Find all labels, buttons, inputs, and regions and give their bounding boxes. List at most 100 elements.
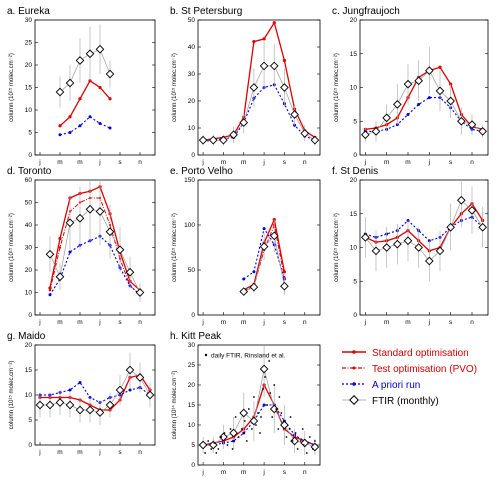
ftir-point	[478, 127, 487, 136]
x-tick-label: n	[470, 159, 474, 166]
y-tick-label: 30	[25, 245, 33, 252]
standard-point	[108, 97, 112, 101]
y-tick-label: 40	[25, 222, 33, 229]
daily-ftir-point	[226, 444, 229, 446]
x-tick-label: j	[98, 159, 100, 166]
panel-title: h. Kitt Peak	[170, 331, 222, 342]
y-tick-label: 50	[188, 17, 196, 24]
y-tick-label: 5	[191, 442, 195, 449]
ftir-line	[49, 208, 141, 293]
x-tick-label: n	[138, 449, 142, 456]
y-tick-label: 20	[350, 17, 358, 24]
ftir-point	[371, 127, 381, 136]
apriori-point	[242, 277, 246, 281]
daily-ftir-point	[223, 432, 226, 434]
y-axis-label: column (10¹⁵ molec.cm⁻²)	[333, 213, 340, 282]
panel-title: e. Porto Velho	[170, 166, 233, 177]
ftir-point	[145, 390, 155, 400]
ftir-point	[45, 249, 55, 259]
daily-ftir-point	[215, 452, 218, 454]
x-tick-label: j	[201, 469, 203, 476]
daily-ftir-point	[243, 420, 246, 422]
daily-ftir-point	[232, 440, 235, 442]
daily-ftir-point	[296, 448, 299, 450]
apriori-line	[203, 404, 316, 446]
x-tick-label: s	[118, 319, 122, 326]
daily-ftir-point	[288, 428, 291, 430]
x-tick-label: m	[241, 159, 246, 166]
y-tick-label: 5	[28, 417, 32, 424]
ftir-point	[85, 405, 95, 415]
ftir-point	[259, 242, 269, 251]
ftir-point	[85, 49, 95, 59]
ftir-point	[55, 398, 65, 407]
standard-point	[438, 65, 442, 69]
panel-4: d. Toronto 0 10 20 30 40 50 60 j m m j s n column (10¹…	[7, 166, 156, 326]
x-tick-label: m	[405, 159, 410, 166]
ftir-point	[65, 400, 75, 410]
x-tick-label: s	[283, 159, 287, 166]
y-tick-label: 10	[188, 422, 196, 429]
apriori-point	[427, 96, 431, 100]
y-tick-label: 20	[25, 342, 33, 349]
ftir-point	[393, 239, 402, 249]
y-tick-label: 20	[350, 177, 358, 184]
y-tick-label: 0	[28, 152, 32, 159]
ftir-point	[239, 287, 249, 296]
daily-ftir-point	[271, 416, 274, 418]
ftir-point	[290, 110, 299, 119]
daily-ftir-point	[278, 396, 281, 398]
standard-line	[203, 21, 316, 141]
ftir-point	[249, 282, 259, 292]
ftir-point	[208, 135, 218, 145]
x-tick-label: j	[38, 159, 40, 166]
ftir-point	[269, 404, 279, 414]
x-tick-label: m	[221, 469, 226, 476]
x-tick-label: s	[118, 159, 122, 166]
x-tick-label: n	[303, 159, 307, 166]
panel-title: c. Jungfraujoch	[332, 6, 400, 17]
x-tick-label: m	[405, 319, 410, 326]
ftir-point	[65, 218, 75, 228]
y-tick-label: 25	[25, 40, 33, 47]
ftir-point	[229, 428, 238, 438]
ftir-point	[115, 385, 125, 395]
y-tick-label: 15	[350, 51, 358, 58]
daily-ftir-point	[275, 408, 278, 410]
apriori-point	[252, 270, 256, 274]
x-tick-label: j	[364, 159, 366, 166]
daily-ftir-point	[269, 392, 272, 394]
ftir-point	[125, 267, 135, 277]
x-tick-label: n	[138, 159, 142, 166]
ftir-point	[290, 436, 299, 446]
x-tick-label: j	[201, 159, 203, 166]
standard-line	[59, 79, 111, 127]
ftir-point	[249, 416, 259, 426]
y-tick-label: 50	[188, 267, 196, 274]
ftir-point	[135, 373, 145, 382]
apriori-point	[68, 388, 72, 392]
daily-ftir-point	[264, 376, 266, 378]
daily-ftir-point	[302, 444, 305, 446]
standard-point	[98, 85, 102, 90]
daily-ftir-point	[314, 440, 316, 442]
y-tick-label: 15	[25, 85, 33, 92]
apriori-point	[48, 293, 52, 297]
ftir-point	[280, 420, 289, 430]
y-tick-label: 0	[28, 442, 32, 449]
ftir-line	[203, 368, 316, 448]
x-tick-label: j	[201, 319, 203, 326]
y-tick-label: 30	[25, 17, 33, 24]
x-tick-label: m	[241, 469, 246, 476]
panel-2: b. St Petersburg 0 10 20 30 40 50 j m m j s n column …	[170, 6, 321, 166]
apriori-point	[78, 124, 82, 128]
ftir-point	[478, 222, 487, 232]
x-tick-label: s	[283, 469, 287, 476]
daily-ftir-point	[207, 440, 210, 442]
x-tick-label: m	[57, 449, 62, 456]
apriori-point	[406, 113, 410, 116]
ftir-point	[382, 113, 391, 123]
ftir-line	[203, 65, 316, 141]
x-tick-label: m	[384, 159, 389, 166]
